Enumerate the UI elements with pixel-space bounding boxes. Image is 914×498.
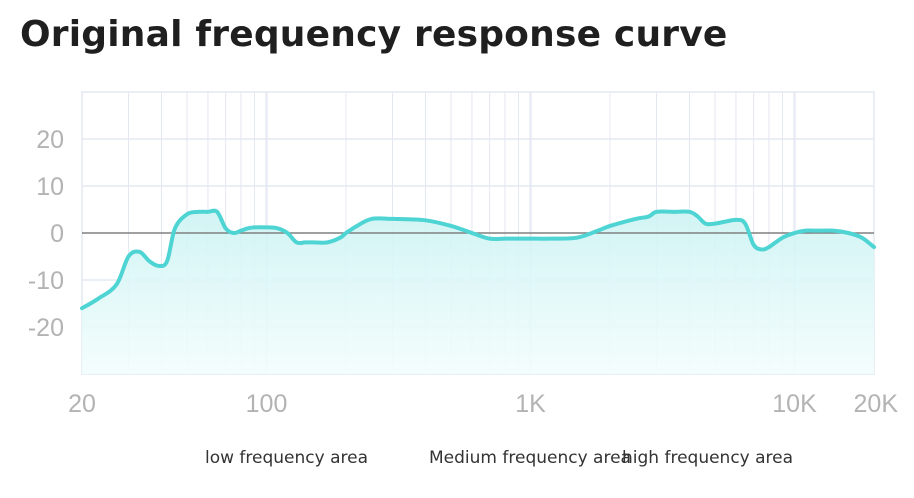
- x-tick-label: 100: [246, 390, 288, 418]
- medium-frequency-area-label: Medium frequency area: [429, 448, 631, 468]
- x-tick-label: 1K: [515, 390, 546, 418]
- low-frequency-area-label: low frequency area: [205, 448, 369, 468]
- curve-area-fill: [82, 210, 874, 374]
- y-tick-label: -20: [28, 314, 64, 342]
- x-tick-label: 20K: [854, 390, 899, 418]
- curve-area-layer: [80, 208, 876, 374]
- y-tick-label: 0: [50, 220, 64, 248]
- y-tick-label: 20: [36, 126, 64, 154]
- response-curve-line: [80, 208, 876, 311]
- x-tick-label: 10K: [772, 390, 817, 418]
- chart-title: Original frequency response curve: [20, 14, 728, 55]
- x-tick-label: 20: [68, 390, 96, 418]
- y-tick-label: -10: [28, 267, 64, 295]
- y-tick-label: 10: [36, 173, 64, 201]
- high-frequency-area-label: high frequency area: [622, 448, 794, 468]
